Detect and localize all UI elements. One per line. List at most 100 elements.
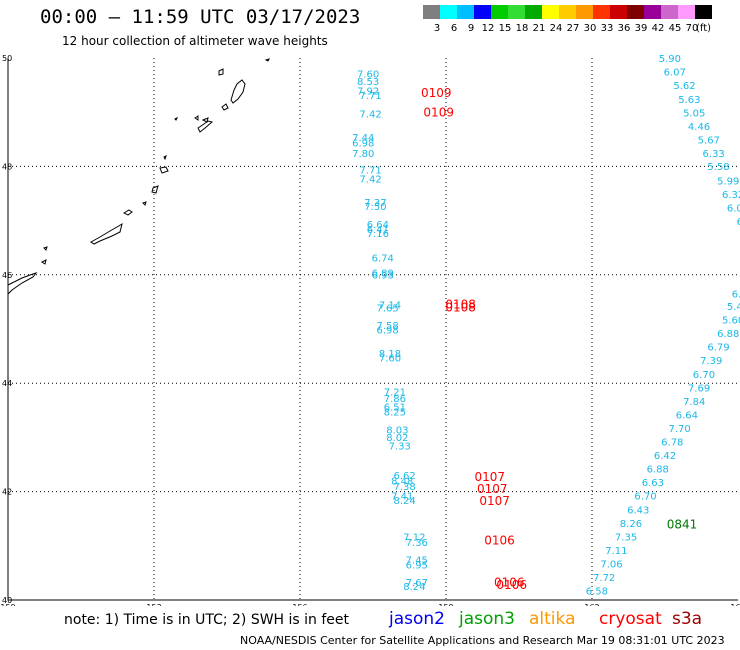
island-outline [159,166,169,174]
wave-height-label: 7.35 [615,532,637,543]
colorbar-swatch [457,5,474,19]
lon-tick-label: 159 [438,603,453,606]
wave-height-label: 6.01 [727,203,740,214]
credit-line: NOAA/NESDIS Center for Satellite Applica… [240,634,725,647]
wave-height-label: 5.60 [722,316,740,327]
colorbar-swatch [593,5,610,19]
wave-height-label: 7.45 [406,556,428,567]
wave-height-label: 4.46 [688,122,710,133]
wave-height-label: 7.39 [700,356,722,367]
colorbar-swatch [474,5,491,19]
wave-height-label: 6.43 [627,505,649,516]
wave-height-label: 5.99 [717,176,739,187]
wave-height-label: 6.98 [376,325,398,336]
wave-height-label: 6.64 [367,220,389,231]
wave-height-label: 6.41 [367,225,389,236]
legend-altika: altika [529,609,576,629]
wave-height-label: 6.79 [707,343,729,354]
wave-height-label: 8.25 [384,408,406,419]
pass-time-label: 0106 [484,534,515,548]
colorbar-label: 45 [669,23,682,34]
lon-tick-label: 156 [292,603,307,606]
wave-height-label: 6.07 [664,67,686,78]
wave-height-label: 7.80 [352,149,374,160]
wave-height-label: 5.45 [727,302,740,313]
colorbar-unit: (ft) [696,23,711,34]
color-legend: 3 6 9 12 15 18 21 24 27 30 33 36 39 42 45 70(ft) [423,5,712,34]
wave-height-label: 7.70 [668,424,690,435]
island-outline [221,103,229,111]
wave-height-label: 7.86 [384,394,406,405]
wave-height-label: 7.38 [394,482,416,493]
colorbar-label: 6 [451,23,457,34]
lat-tick-label: 50 [2,54,12,63]
wave-height-label: 7.84 [683,397,705,408]
island-outline [194,115,199,121]
wave-height-label: 8.18 [379,349,401,360]
colorbar-label: 15 [499,23,512,34]
wave-height-label: 7.92 [357,86,379,97]
wave-height-label: 7.58 [376,321,398,332]
wave-height-label: 7.65 [376,304,398,315]
colorbar-swatch [440,5,457,19]
wave-height-label: 8.02 [386,433,408,444]
lon-tick-label: 153 [146,603,161,606]
pass-time-label: 0106 [494,575,525,589]
pass-time-label: 0108 [445,301,476,315]
lat-tick-label: 48 [2,162,12,171]
colorbar-label: 24 [550,23,563,34]
pass-time-label: 0108 [445,297,476,311]
wave-height-label: 7.69 [688,383,710,394]
colorbar-label: 36 [618,23,631,34]
colorbar-label: 39 [635,23,648,34]
colorbar-swatch [491,5,508,19]
pass-time-label: 0106 [496,578,527,592]
wave-height-label: 5.90 [659,54,681,65]
lat-tick-label: 46 [2,271,12,280]
wave-height-label: 6.98 [352,138,374,149]
lat-tick-label: 40 [2,596,12,605]
island-outline [201,117,209,123]
wave-height-label: 6.58 [586,587,608,598]
wave-height-label: 6.89 [372,268,394,279]
colorbar-label: 30 [584,23,597,34]
wave-height-label: 6.88 [647,465,669,476]
wave-height-label: 6.34 [737,217,740,228]
wave-height-label: 5.62 [673,81,695,92]
island-outline [230,79,246,104]
wave-height-map: 1501531561591621655048464442407.608.537.… [0,54,740,606]
colorbar-swatch [678,5,695,19]
wave-height-label: 5.58 [707,162,729,173]
colorbar-swatch [661,5,678,19]
wave-height-label: 6.42 [654,451,676,462]
wave-height-label: 8.26 [620,519,642,530]
colorbar-label: 70 [686,23,699,34]
wave-height-label: 7.11 [605,546,627,557]
colorbar-label: 3 [434,23,440,34]
footer-note: note: 1) Time is in UTC; 2) SWH is in fe… [64,612,350,628]
wave-height-label: 6.78 [661,438,683,449]
wave-height-label: 7.42 [359,175,381,186]
wave-height-label: 6.51 [384,402,406,413]
colorbar-label: 18 [516,23,529,34]
legend-cryosat: cryosat [599,609,662,629]
wave-height-label: 7.67 [406,578,428,589]
page-subtitle: 12 hour collection of altimeter wave hei… [62,34,328,48]
legend-jason3: jason3 [459,609,515,629]
colorbar-swatch [508,5,525,19]
island-outline [218,68,224,76]
island-outline [151,185,159,194]
pass-time-label: 0107 [477,482,508,496]
colorbar-swatch [610,5,627,19]
colorbar-label: 21 [533,23,546,34]
lat-tick-label: 42 [2,488,12,497]
wave-height-label: 7.72 [593,573,615,584]
wave-height-label: 7.71 [359,91,381,102]
island-outline [197,120,214,133]
wave-height-label: 8.24 [403,582,425,593]
wave-height-label: 6.93 [372,271,394,282]
pass-time-label: 0107 [479,494,510,508]
colorbar-swatch [542,5,559,19]
wave-height-label: 6.63 [642,478,664,489]
lat-tick-label: 44 [2,379,12,388]
